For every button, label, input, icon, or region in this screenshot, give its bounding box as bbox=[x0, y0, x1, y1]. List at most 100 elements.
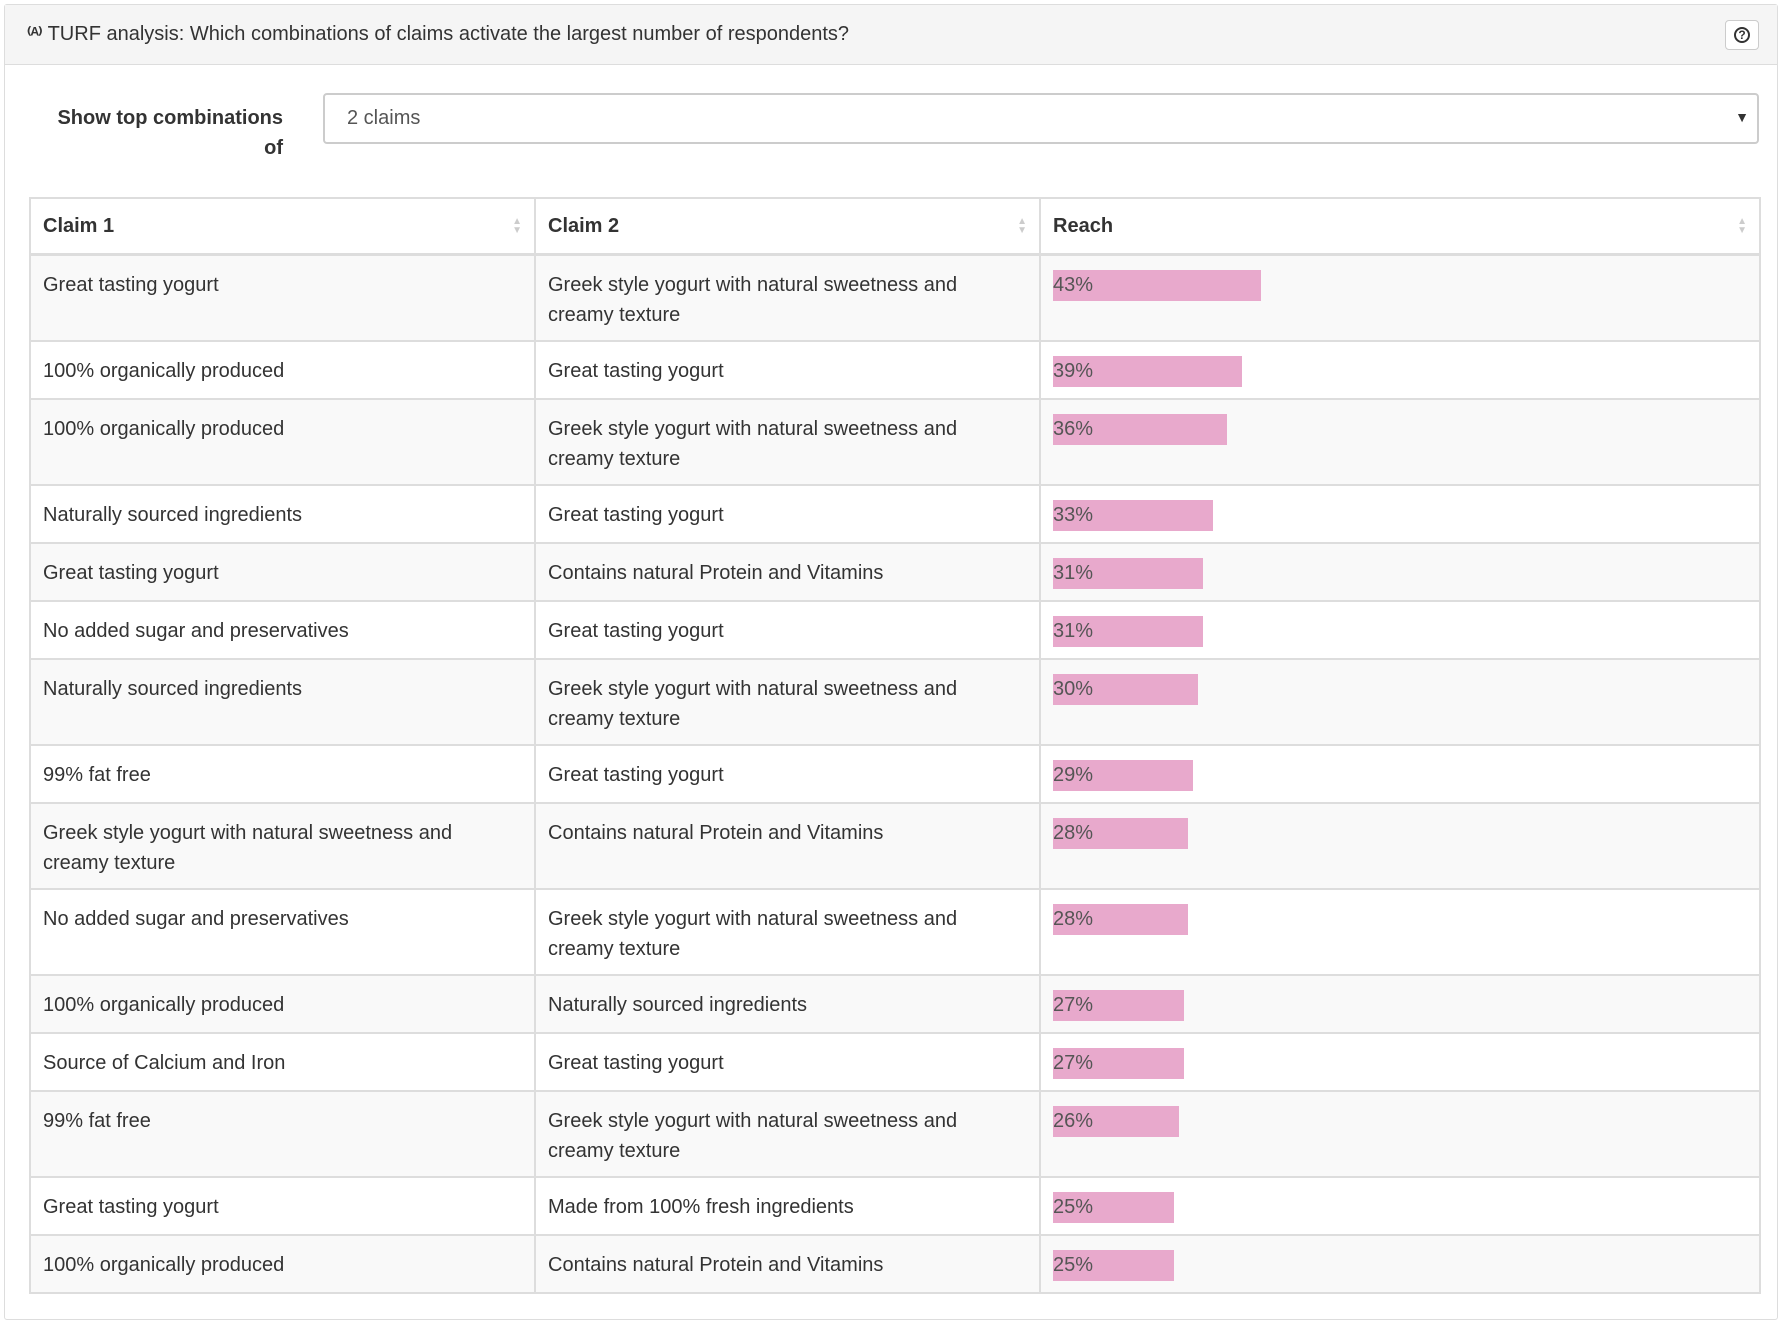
controls-row: Show top combinations of 2 claims ▼ bbox=[5, 65, 1777, 195]
claim1-cell: No added sugar and preservatives bbox=[29, 888, 536, 976]
table-row: Great tasting yogurt Contains natural Pro… bbox=[29, 542, 1761, 602]
reach-bar bbox=[1053, 1250, 1174, 1281]
claim2-cell: Made from 100% fresh ingredients bbox=[534, 1176, 1041, 1236]
claim2-cell: Great tasting yogurt bbox=[534, 340, 1041, 400]
reach-bar bbox=[1053, 990, 1184, 1021]
reach-value: 26% bbox=[1053, 1110, 1094, 1132]
reach-bar bbox=[1053, 616, 1203, 647]
reach-value: 36% bbox=[1053, 418, 1094, 440]
claim2-cell: Greek style yogurt with natural sweetnes… bbox=[534, 658, 1041, 746]
claim1-cell: Source of Calcium and Iron bbox=[29, 1032, 536, 1092]
combinations-label: Show top combinations of bbox=[57, 107, 283, 159]
question-circle-icon: ? bbox=[1734, 26, 1750, 43]
claim1-cell: 99% fat free bbox=[29, 1090, 536, 1178]
reach-cell: 31% bbox=[1039, 542, 1761, 602]
reach-cell: 33% bbox=[1039, 484, 1761, 544]
table-row: 100% organically produced Naturally sourc… bbox=[29, 974, 1761, 1034]
claim2-cell: Contains natural Protein and Vitamins bbox=[534, 1234, 1041, 1294]
reach-cell: 25% bbox=[1039, 1234, 1761, 1294]
reach-cell: 36% bbox=[1039, 398, 1761, 486]
reach-bar bbox=[1053, 558, 1203, 589]
turf-results-table: Claim 1 ▲ ▼ Claim 2 ▲ ▼ Reach ▲ ▼ Great tas… bbox=[29, 197, 1761, 1294]
claim1-cell: Naturally sourced ingredients bbox=[29, 484, 536, 544]
claim2-cell: Contains natural Protein and Vitamins bbox=[534, 802, 1041, 890]
reach-cell: 26% bbox=[1039, 1090, 1761, 1178]
claim2-cell: Greek style yogurt with natural sweetnes… bbox=[534, 253, 1041, 342]
reach-bar bbox=[1053, 414, 1227, 445]
claim2-cell: Great tasting yogurt bbox=[534, 744, 1041, 804]
table-row: 99% fat free Great tasting yogurt 29% bbox=[29, 744, 1761, 804]
claim2-cell: Great tasting yogurt bbox=[534, 600, 1041, 660]
reach-bar bbox=[1053, 1192, 1174, 1223]
table-row: 100% organically produced Contains natura… bbox=[29, 1234, 1761, 1294]
reach-cell: 29% bbox=[1039, 744, 1761, 804]
help-button[interactable]: ? bbox=[1725, 19, 1759, 50]
table-header-row: Claim 1 ▲ ▼ Claim 2 ▲ ▼ Reach ▲ ▼ bbox=[29, 197, 1761, 256]
claim1-cell: Great tasting yogurt bbox=[29, 253, 536, 342]
turf-panel: ⁽ᴬ⁾ TURF analysis: Which combinations of… bbox=[4, 4, 1778, 1320]
sort-icon: ▲ ▼ bbox=[1017, 216, 1027, 236]
reach-value: 31% bbox=[1053, 562, 1094, 584]
claim2-cell: Greek style yogurt with natural sweetnes… bbox=[534, 1090, 1041, 1178]
table-row: Source of Calcium and Iron Great tasting … bbox=[29, 1032, 1761, 1092]
reach-value: 28% bbox=[1053, 822, 1094, 844]
reach-cell: 27% bbox=[1039, 974, 1761, 1034]
column-header-label: Reach bbox=[1053, 214, 1114, 237]
reach-cell: 27% bbox=[1039, 1032, 1761, 1092]
claim2-cell: Naturally sourced ingredients bbox=[534, 974, 1041, 1034]
reach-cell: 25% bbox=[1039, 1176, 1761, 1236]
reach-bar bbox=[1053, 674, 1198, 705]
reach-bar bbox=[1053, 1048, 1184, 1079]
reach-value: 30% bbox=[1053, 678, 1094, 700]
claim1-cell: 100% organically produced bbox=[29, 1234, 536, 1294]
table-row: Great tasting yogurt Made from 100% fresh… bbox=[29, 1176, 1761, 1236]
claim1-cell: 100% organically produced bbox=[29, 398, 536, 486]
panel-title: TURF analysis: Which combinations of cla… bbox=[47, 23, 850, 45]
claim1-cell: 100% organically produced bbox=[29, 340, 536, 400]
select-value: 2 claims bbox=[347, 107, 421, 129]
table-row: Naturally sourced ingredients Great tasti… bbox=[29, 484, 1761, 544]
reach-bar bbox=[1053, 1106, 1179, 1137]
reach-cell: 31% bbox=[1039, 600, 1761, 660]
column-header-reach[interactable]: Reach ▲ ▼ bbox=[1039, 197, 1761, 256]
reach-value: 28% bbox=[1053, 908, 1094, 930]
claim2-cell: Contains natural Protein and Vitamins bbox=[534, 542, 1041, 602]
reach-value: 29% bbox=[1053, 764, 1094, 786]
caret-down-icon: ▼ bbox=[1735, 109, 1749, 125]
claim1-cell: Great tasting yogurt bbox=[29, 1176, 536, 1236]
combination-size-select[interactable]: 2 claims ▼ bbox=[323, 93, 1759, 144]
panel-heading: ⁽ᴬ⁾ TURF analysis: Which combinations of… bbox=[5, 5, 1777, 65]
reach-value: 27% bbox=[1053, 994, 1094, 1016]
table-row: Naturally sourced ingredients Greek style… bbox=[29, 658, 1761, 746]
reach-cell: 43% bbox=[1039, 253, 1761, 342]
claim1-cell: 100% organically produced bbox=[29, 974, 536, 1034]
table-body: Great tasting yogurt Greek style yogurt w… bbox=[29, 253, 1761, 1294]
reach-bar bbox=[1053, 270, 1261, 301]
claim2-cell: Great tasting yogurt bbox=[534, 1032, 1041, 1092]
table-row: No added sugar and preservatives Great ta… bbox=[29, 600, 1761, 660]
reach-value: 31% bbox=[1053, 620, 1094, 642]
column-header-label: Claim 2 bbox=[548, 214, 620, 237]
reach-bar bbox=[1053, 904, 1188, 935]
reach-bar bbox=[1053, 760, 1193, 791]
claim1-cell: Naturally sourced ingredients bbox=[29, 658, 536, 746]
claim1-cell: Greek style yogurt with natural sweetnes… bbox=[29, 802, 536, 890]
claim1-cell: 99% fat free bbox=[29, 744, 536, 804]
reach-cell: 28% bbox=[1039, 802, 1761, 890]
table-row: No added sugar and preservatives Greek st… bbox=[29, 888, 1761, 976]
claim2-cell: Great tasting yogurt bbox=[534, 484, 1041, 544]
turf-icon: ⁽ᴬ⁾ bbox=[27, 24, 43, 44]
table-row: 100% organically produced Greek style yog… bbox=[29, 398, 1761, 486]
reach-bar bbox=[1053, 356, 1242, 387]
sort-icon: ▲ ▼ bbox=[512, 216, 522, 236]
column-header-claim2[interactable]: Claim 2 ▲ ▼ bbox=[534, 197, 1041, 256]
column-header-claim1[interactable]: Claim 1 ▲ ▼ bbox=[29, 197, 536, 256]
reach-cell: 28% bbox=[1039, 888, 1761, 976]
table-row: Greek style yogurt with natural sweetnes… bbox=[29, 802, 1761, 890]
table-row: Great tasting yogurt Greek style yogurt w… bbox=[29, 253, 1761, 342]
sort-icon: ▲ ▼ bbox=[1737, 216, 1747, 236]
reach-bar bbox=[1053, 500, 1213, 531]
reach-bar bbox=[1053, 818, 1188, 849]
reach-value: 27% bbox=[1053, 1052, 1094, 1074]
reach-value: 33% bbox=[1053, 504, 1094, 526]
